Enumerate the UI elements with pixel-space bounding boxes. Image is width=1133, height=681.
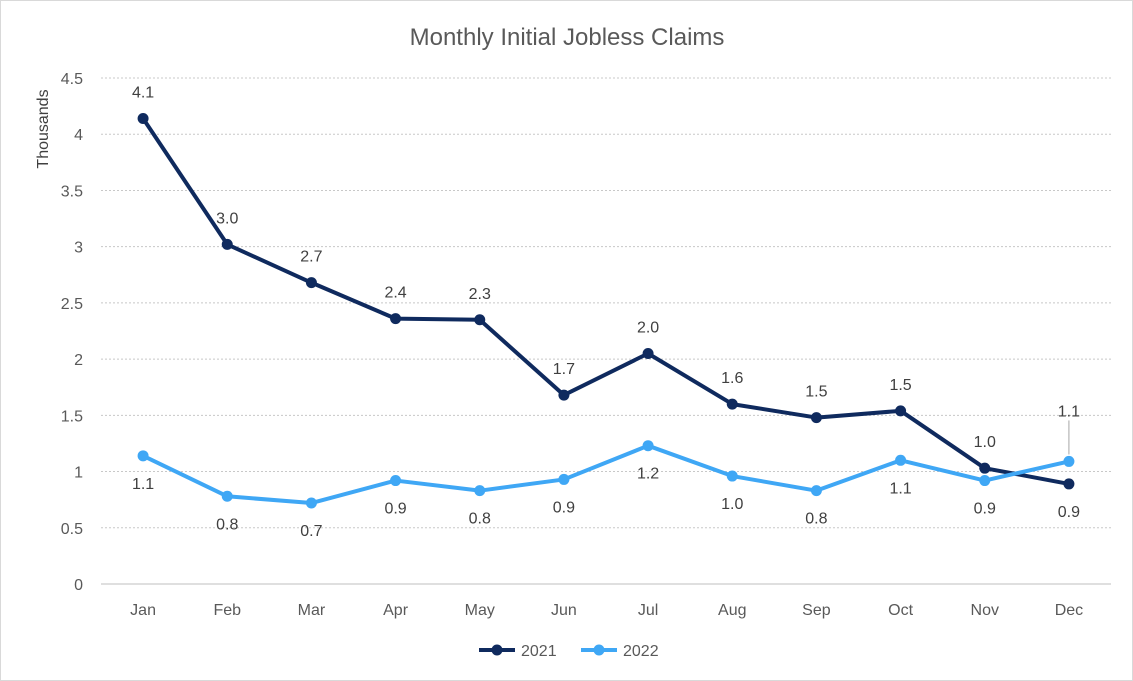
data-label-2021: 1.0 — [974, 434, 996, 451]
x-tick-label: May — [465, 602, 495, 619]
series-line-2021 — [141, 116, 1071, 486]
legend: 2021 2022 — [479, 643, 659, 660]
data-point-2021 — [642, 347, 654, 359]
data-point-2022 — [305, 497, 317, 509]
data-point-2022 — [726, 470, 738, 482]
y-axis-label: Thousands — [35, 89, 52, 168]
x-tick-label: Apr — [383, 602, 409, 619]
y-tick-label: 3 — [74, 240, 83, 257]
y-tick-label: 2.5 — [61, 296, 83, 313]
data-point-2021 — [390, 313, 402, 325]
data-label-2022: 0.9 — [553, 499, 575, 516]
legend-marker-2022 — [593, 644, 605, 656]
data-label-2021: 1.5 — [805, 384, 827, 401]
data-label-2022: 0.9 — [974, 501, 996, 518]
data-label-2022: 0.8 — [216, 516, 238, 533]
legend-label-2021: 2021 — [521, 643, 557, 660]
data-label-2021: 1.6 — [721, 370, 743, 387]
data-point-2022 — [390, 475, 402, 487]
data-label-2021: 3.0 — [216, 210, 238, 227]
data-label-2021: 2.0 — [637, 319, 659, 336]
y-tick-label: 1.5 — [61, 408, 83, 425]
legend-marker-2021 — [491, 644, 503, 656]
data-label-2022: 0.9 — [384, 501, 406, 518]
data-point-2021 — [895, 405, 907, 417]
series-line-2022 — [141, 443, 1071, 506]
data-point-2021 — [726, 398, 738, 410]
data-point-2022 — [810, 485, 822, 497]
data-point-2021 — [810, 412, 822, 424]
x-tick-label: Oct — [888, 602, 913, 619]
data-label-2022: 0.7 — [300, 523, 322, 540]
data-point-2022 — [642, 440, 654, 452]
chart-title: Monthly Initial Jobless Claims — [410, 24, 725, 51]
y-tick-label: 4.5 — [61, 71, 83, 88]
series-group — [137, 112, 1075, 509]
data-point-2021 — [305, 277, 317, 289]
data-point-2022 — [474, 485, 486, 497]
data-point-2021 — [979, 462, 991, 474]
data-point-2021 — [558, 389, 570, 401]
data-labels: 4.1 3.0 2.7 2.4 2.3 1.7 2.0 1.6 1.5 1.5 1.0 0.9 1.1 0… — [132, 84, 1080, 540]
y-axis-ticks: 0 0.5 1 1.5 2 2.5 3 3.5 4 4.5 — [61, 71, 83, 594]
data-point-2022 — [895, 454, 907, 466]
data-point-2021 — [474, 314, 486, 326]
x-tick-label: Jun — [551, 602, 577, 619]
y-tick-label: 3.5 — [61, 183, 83, 200]
y-tick-label: 4 — [74, 127, 83, 144]
data-point-2021 — [137, 112, 149, 124]
data-label-2022: 1.2 — [637, 466, 659, 483]
x-tick-label: Sep — [802, 602, 831, 619]
x-tick-label: Mar — [298, 602, 326, 619]
x-tick-label: Feb — [213, 602, 241, 619]
y-tick-label: 0 — [74, 577, 83, 594]
data-point-2022 — [137, 450, 149, 462]
data-label-2022: 0.8 — [805, 511, 827, 528]
y-tick-label: 1 — [74, 465, 83, 482]
data-point-2021 — [221, 238, 233, 250]
x-tick-label: Jul — [638, 602, 658, 619]
data-point-2022 — [221, 490, 233, 502]
data-label-2022: 1.1 — [889, 480, 911, 497]
data-label-2021: 1.7 — [553, 361, 575, 378]
data-point-2022 — [1063, 455, 1075, 467]
data-label-2021: 2.3 — [469, 286, 491, 303]
data-label-2021: 2.7 — [300, 249, 322, 266]
data-label-2021: 2.4 — [384, 285, 406, 302]
x-tick-label: Aug — [718, 602, 746, 619]
x-tick-label: Jan — [130, 602, 156, 619]
y-tick-label: 0.5 — [61, 521, 83, 538]
data-label-2022: 1.1 — [132, 476, 154, 493]
y-tick-label: 2 — [74, 352, 83, 369]
gridlines — [101, 77, 1111, 585]
data-label-2022: 1.0 — [721, 496, 743, 513]
data-label-2021: 0.9 — [1058, 504, 1080, 521]
data-label-2022: 1.1 — [1058, 403, 1080, 420]
legend-label-2022: 2022 — [623, 643, 659, 660]
data-label-2021: 4.1 — [132, 84, 154, 101]
x-axis-ticks: Jan Feb Mar Apr May Jun Jul Aug Sep Oct Nov Dec — [130, 602, 1083, 619]
x-tick-label: Nov — [971, 602, 999, 619]
data-label-2022: 0.8 — [469, 511, 491, 528]
data-point-2021 — [1063, 478, 1075, 490]
data-label-2021: 1.5 — [889, 377, 911, 394]
data-point-2022 — [558, 473, 570, 485]
x-tick-label: Dec — [1055, 602, 1083, 619]
data-point-2022 — [979, 475, 991, 487]
